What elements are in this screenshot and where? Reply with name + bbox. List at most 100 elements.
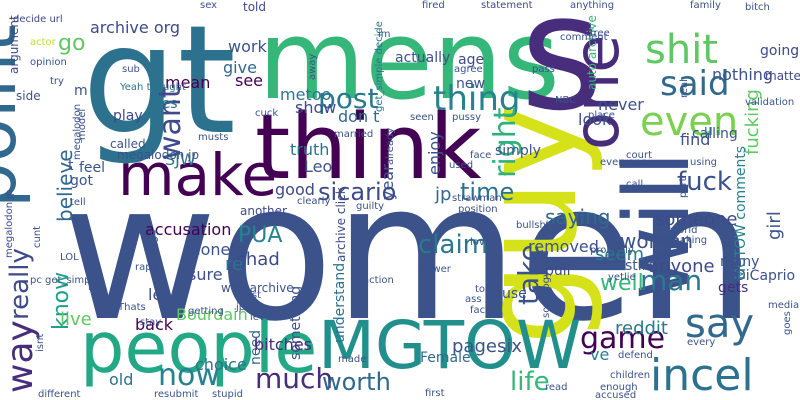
word-sicario99: sicario99 [150, 230, 161, 275]
word-already: already [385, 128, 396, 165]
word-clearly: clearly [297, 196, 330, 207]
word-seem: seem [595, 244, 644, 265]
word-know: know [49, 272, 74, 330]
word-don-t: don t [338, 107, 379, 126]
word-old: old [109, 370, 133, 389]
word-isnt: isnt [35, 334, 46, 352]
word-something: something [288, 286, 304, 360]
word-people: people [80, 307, 317, 389]
word-web-archive: web archive [221, 281, 294, 295]
word-anything: anything [570, 0, 614, 11]
word-mens: mens [258, 0, 560, 124]
word-man: man [640, 264, 702, 297]
word-leo: Leo [304, 157, 332, 176]
word-seen: seen [410, 112, 434, 123]
word-post: post [318, 82, 378, 115]
word-ve: ve [590, 345, 609, 364]
word-accused: accused [595, 390, 636, 400]
word-stay: stay [140, 317, 161, 328]
word-s: s [520, 0, 603, 146]
word-want: want [153, 86, 188, 160]
word-actually: actually [395, 50, 450, 66]
word-feel: feel [79, 160, 105, 176]
word-find: find [680, 130, 710, 149]
word-position: position [458, 204, 498, 215]
word-re: re [225, 254, 243, 275]
word-court: court [626, 150, 652, 161]
word-yet: yet [608, 272, 624, 283]
word-pagesix: pagesix [452, 336, 522, 357]
word-going: going [760, 43, 799, 59]
word-told: told [243, 0, 266, 14]
word-incel: incel [650, 350, 754, 400]
word-archive-click: archive click [334, 187, 348, 262]
word-claim: claim [418, 230, 488, 260]
word-used: used [449, 160, 473, 171]
word-truth: truth [290, 140, 329, 159]
word-bourdain: Bourdain [176, 305, 248, 324]
word-life: life [510, 367, 550, 397]
word-guy: guy [454, 103, 606, 345]
word-good: good [275, 180, 315, 199]
word-fuck: fuck [677, 167, 732, 197]
word-take: take [512, 244, 545, 305]
word-back: back [135, 315, 174, 334]
word-getting: getting [188, 306, 224, 317]
word-defend: defend [618, 350, 653, 361]
word-comment: comment [560, 32, 608, 43]
word-everyone: everyone [600, 157, 647, 168]
word-lol: LOL [60, 252, 79, 263]
word-enjoy: enjoy [425, 131, 444, 175]
word-one: one [560, 35, 633, 150]
word-musts: musts [198, 132, 228, 143]
word-first: first [425, 388, 445, 399]
word-resubmit: resubmit [154, 389, 198, 400]
word-see: see [235, 71, 263, 90]
word-worth: worth [322, 368, 391, 396]
word-give: give [223, 58, 257, 77]
word-power: power [420, 264, 452, 275]
word-gt: gt [82, 0, 236, 168]
word-children: children [610, 370, 650, 381]
word-jp-pc: jp pc [235, 302, 260, 313]
word-making: making [670, 235, 707, 246]
word-mgtow: MGTOW [318, 307, 581, 384]
word-pc-get-simple: pc get_simple [30, 275, 99, 286]
word-go: go [58, 31, 85, 56]
word-sex: sex [200, 0, 217, 11]
word-well: well [600, 271, 644, 296]
word-last: last [243, 290, 261, 301]
word-probably: probably [590, 245, 634, 256]
word-pua: PUA [238, 223, 282, 248]
word-auto-archive: auto archive [585, 15, 599, 90]
word-sociology: sociology [541, 271, 552, 318]
word-validation: validation [745, 97, 794, 108]
word-now: now [158, 358, 220, 393]
word-decide-url: decide url [13, 14, 63, 25]
word-thats: Thats [117, 302, 146, 313]
word-yes: Yes [154, 96, 178, 112]
word-try: try [50, 76, 64, 87]
word-choice: choice [195, 355, 247, 374]
word-megalodon: megalodon [72, 104, 83, 160]
word-jp: jp [434, 184, 451, 205]
word-archive-org: archive org [90, 18, 180, 37]
word-guilty: guilty [356, 201, 384, 212]
word-nbc: NBC [555, 95, 576, 106]
word-another: another [240, 204, 287, 218]
word-calling: calling [692, 126, 738, 142]
word-using: using [690, 157, 717, 168]
word-sub: sub [122, 64, 140, 75]
word-bitches: bitches [254, 335, 312, 354]
word-actor: actor [30, 37, 57, 48]
word-bullshit: bullshit [516, 220, 553, 231]
word-many: many [720, 254, 759, 270]
word-stupid: stupid [212, 389, 243, 400]
word-called: called [110, 137, 146, 151]
word-reddit: reddit [615, 318, 668, 339]
word-show: show [295, 98, 336, 117]
word-im: im [378, 29, 391, 40]
word-simply: simply [495, 143, 541, 159]
